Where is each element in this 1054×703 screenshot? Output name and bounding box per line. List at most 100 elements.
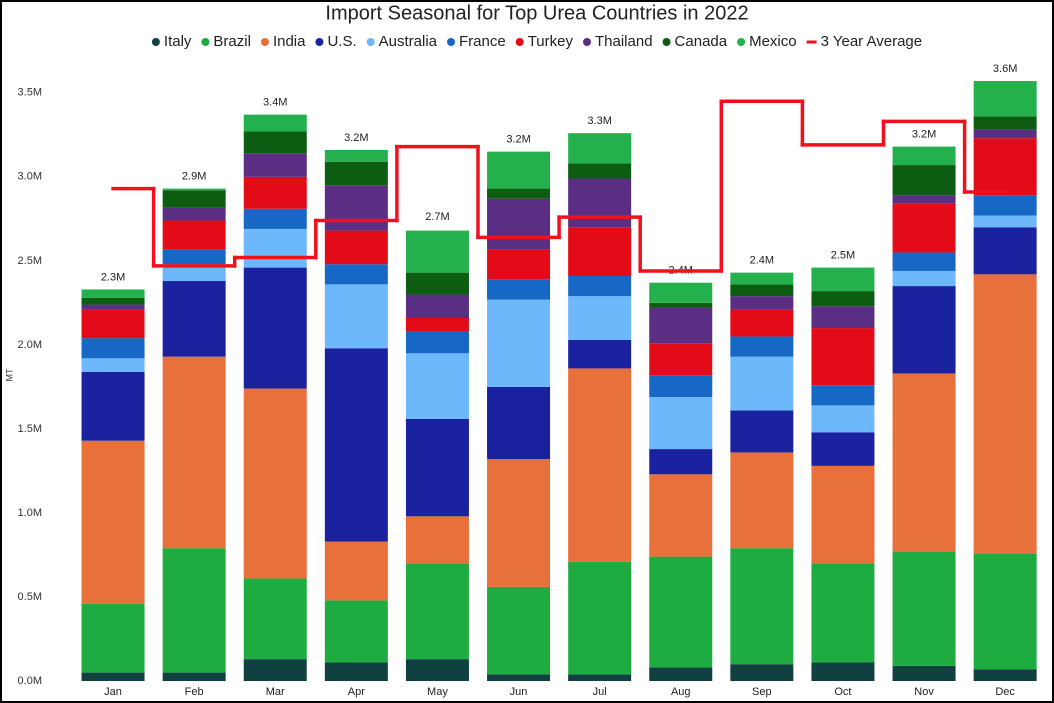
bar-segment [892, 203, 956, 253]
total-label: 3.3M [587, 115, 611, 127]
legend-label: India [273, 33, 306, 50]
bar-segment [487, 299, 551, 387]
x-tick-label: Mar [266, 686, 285, 698]
bar-segment [568, 163, 632, 179]
total-label: 3.6M [993, 63, 1017, 75]
bar-segment [405, 294, 469, 318]
bar-segment [892, 373, 956, 552]
bar-segment [324, 185, 388, 231]
y-tick-label: 0.0M [18, 675, 42, 687]
bar-segment [649, 667, 713, 681]
bar-segment [649, 396, 713, 450]
bar-segment [973, 138, 1037, 196]
y-tick-label: 0.5M [18, 591, 42, 603]
bar-segment [649, 474, 713, 557]
legend-label: Italy [164, 33, 192, 50]
y-tick-label: 2.5M [18, 255, 42, 267]
bar-segment [162, 672, 226, 681]
y-tick-label: 1.0M [18, 507, 42, 519]
bar-segment [405, 331, 469, 354]
legend-marker [151, 38, 160, 46]
bar-segment [324, 149, 388, 162]
bar-segment [730, 336, 794, 357]
bar-segment [649, 449, 713, 475]
bar-segment [243, 659, 307, 681]
y-tick-label: 1.5M [18, 423, 42, 435]
bar-segment [81, 603, 145, 673]
bar-segment [973, 129, 1037, 139]
y-tick-label: 3.0M [18, 171, 42, 183]
x-tick-label: Dec [995, 686, 1015, 698]
total-label: 3.2M [506, 134, 530, 146]
legend-label: U.S. [327, 33, 356, 50]
bar-segment [973, 227, 1037, 275]
bar-segment [487, 459, 551, 587]
bar-segment [730, 296, 794, 310]
bar-segment [487, 674, 551, 681]
bar-segment [892, 165, 956, 196]
bar-segment [892, 270, 956, 287]
bar-segment [324, 600, 388, 663]
bar-segment [81, 371, 145, 441]
bar-segment [324, 230, 388, 265]
x-tick-label: Jul [593, 686, 607, 698]
bar-segment [405, 563, 469, 660]
bar-segment [892, 146, 956, 166]
legend-marker [366, 38, 375, 46]
bar-segment [487, 249, 551, 280]
bar-segment [811, 291, 875, 307]
bar-segment [730, 356, 794, 411]
bar-segment [568, 296, 632, 340]
bar-segment [487, 188, 551, 199]
bar-segment [81, 297, 145, 305]
bar-segment [811, 662, 875, 681]
bar-segment [649, 307, 713, 344]
bar-segment [243, 228, 307, 268]
total-label: 3.2M [344, 132, 368, 144]
bar-segment [811, 432, 875, 466]
bar-segment [811, 405, 875, 433]
x-tick-label: Nov [914, 686, 934, 698]
bar-segment [405, 516, 469, 564]
bar-segment [487, 151, 551, 189]
bar-segment [973, 215, 1037, 228]
bar-segment [730, 410, 794, 453]
bar-segment [649, 556, 713, 668]
total-label: 2.5M [831, 249, 855, 261]
bar-segment [973, 553, 1037, 670]
bar-segment [487, 386, 551, 460]
bar-segment [81, 289, 145, 298]
bar-segment [730, 284, 794, 297]
bar-segment [81, 338, 145, 359]
bar-segment [973, 195, 1037, 216]
bar-segment [81, 358, 145, 372]
bar-segment [892, 551, 956, 666]
bar-segment [892, 252, 956, 271]
x-tick-label: Aug [671, 686, 691, 698]
bar-segment [324, 541, 388, 601]
x-tick-label: Apr [348, 686, 365, 698]
legend-marker [583, 38, 591, 46]
bar-segment [811, 385, 875, 406]
bar-segment [243, 176, 307, 209]
bar-segment [243, 208, 307, 229]
bar-segment [568, 275, 632, 297]
bar-segment [162, 188, 226, 191]
bar-segment [487, 586, 551, 675]
bar-segment [973, 669, 1037, 681]
bar-segment [811, 465, 875, 564]
bar-segment [568, 674, 632, 681]
bar-segment [324, 348, 388, 542]
bar-segment [324, 662, 388, 681]
total-label: 2.7M [425, 211, 449, 223]
bar-segment [568, 339, 632, 369]
bar-segment [568, 561, 632, 675]
bar-segment [162, 548, 226, 673]
bar-segment [243, 131, 307, 154]
bar-segment [730, 309, 794, 337]
legend-marker [260, 38, 269, 46]
legend-label: Mexico [749, 33, 797, 50]
bar-segment [162, 356, 226, 549]
